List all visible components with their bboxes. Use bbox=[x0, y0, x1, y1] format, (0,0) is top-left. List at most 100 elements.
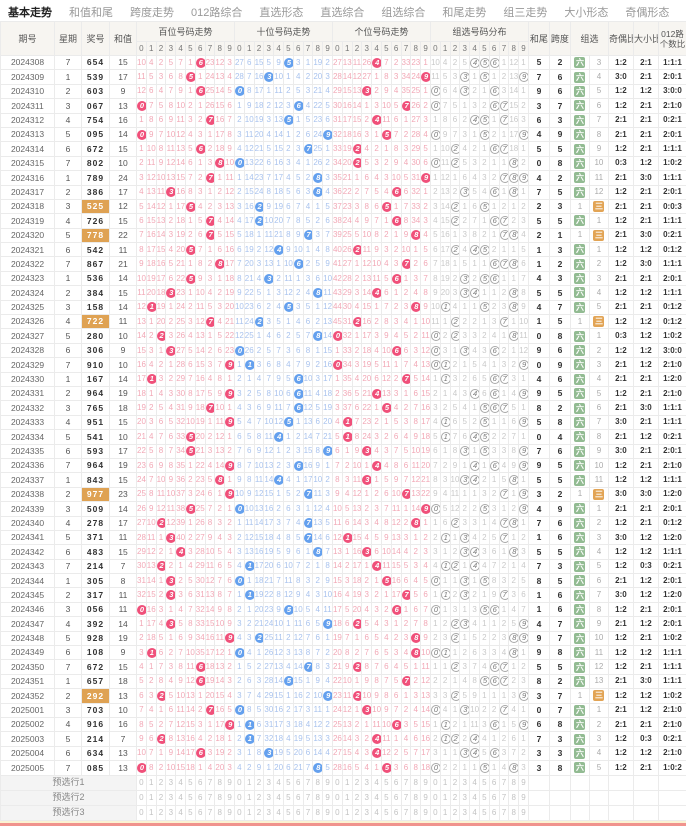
preselect-digit[interactable]: 9 bbox=[518, 774, 529, 791]
preselect-digit[interactable]: 7 bbox=[302, 804, 314, 821]
preselect-digit[interactable]: 7 bbox=[302, 789, 314, 806]
preselect-digit[interactable]: 5 bbox=[184, 774, 196, 791]
preselect-digit[interactable]: 2 bbox=[449, 789, 461, 806]
nav-tab-5[interactable]: 直选综合 bbox=[320, 6, 365, 19]
preselect-digit[interactable]: 4 bbox=[175, 804, 186, 821]
preselect-digit[interactable]: 8 bbox=[312, 789, 324, 806]
preselect-digit[interactable]: 0 bbox=[331, 789, 343, 806]
nav-tab-10[interactable]: 奇偶形态 bbox=[625, 6, 670, 19]
preselect-digit[interactable]: 9 bbox=[518, 789, 529, 806]
nav-tab-3[interactable]: 012路综合 bbox=[191, 6, 243, 19]
preselect-digit[interactable]: 1 bbox=[439, 774, 451, 791]
preselect-digit[interactable]: 0 bbox=[429, 774, 441, 791]
preselect-digit[interactable]: 2 bbox=[155, 774, 167, 791]
preselect-digit[interactable]: 4 bbox=[273, 774, 284, 791]
preselect-digit[interactable]: 2 bbox=[253, 804, 265, 821]
preselect-digit[interactable]: 4 bbox=[175, 789, 186, 806]
preselect-digit[interactable]: 8 bbox=[214, 804, 226, 821]
nav-tab-0[interactable]: 基本走势 bbox=[8, 4, 52, 21]
preselect-digit[interactable]: 5 bbox=[282, 774, 294, 791]
preselect-digit[interactable]: 8 bbox=[410, 789, 422, 806]
preselect-digit[interactable]: 6 bbox=[390, 789, 402, 806]
preselect-digit[interactable]: 4 bbox=[371, 804, 382, 821]
preselect-digit[interactable]: 6 bbox=[390, 774, 402, 791]
preselect-digit[interactable]: 6 bbox=[488, 804, 500, 821]
preselect-digit[interactable]: 7 bbox=[400, 804, 412, 821]
preselect-digit[interactable]: 5 bbox=[282, 804, 294, 821]
preselect-digit[interactable]: 1 bbox=[439, 804, 451, 821]
preselect-digit[interactable]: 2 bbox=[253, 774, 265, 791]
preselect-digit[interactable]: 3 bbox=[263, 774, 275, 791]
preselect-digit[interactable]: 3 bbox=[361, 804, 373, 821]
preselect-digit[interactable]: 4 bbox=[469, 804, 480, 821]
preselect-digit[interactable]: 4 bbox=[175, 774, 186, 791]
preselect-digit[interactable]: 8 bbox=[214, 789, 226, 806]
preselect-digit[interactable]: 1 bbox=[243, 774, 255, 791]
preselect-digit[interactable]: 1 bbox=[243, 789, 255, 806]
preselect-digit[interactable]: 6 bbox=[292, 804, 304, 821]
preselect-digit[interactable]: 2 bbox=[351, 774, 363, 791]
preselect-digit[interactable]: 4 bbox=[469, 789, 480, 806]
preselect-digit[interactable]: 0 bbox=[331, 774, 343, 791]
preselect-digit[interactable]: 0 bbox=[429, 804, 441, 821]
preselect-digit[interactable]: 7 bbox=[498, 789, 510, 806]
preselect-digit[interactable]: 1 bbox=[243, 804, 255, 821]
preselect-digit[interactable]: 7 bbox=[204, 804, 216, 821]
nav-tab-8[interactable]: 组三走势 bbox=[503, 6, 548, 19]
preselect-digit[interactable]: 3 bbox=[165, 789, 177, 806]
preselect-digit[interactable]: 8 bbox=[508, 774, 520, 791]
preselect-digit[interactable]: 1 bbox=[145, 789, 157, 806]
preselect-digit[interactable]: 3 bbox=[459, 789, 471, 806]
preselect-digit[interactable]: 7 bbox=[400, 789, 412, 806]
preselect-digit[interactable]: 6 bbox=[292, 789, 304, 806]
preselect-digit[interactable]: 1 bbox=[145, 804, 157, 821]
preselect-digit[interactable]: 9 bbox=[322, 774, 333, 791]
preselect-digit[interactable]: 4 bbox=[273, 804, 284, 821]
preselect-digit[interactable]: 2 bbox=[351, 789, 363, 806]
preselect-digit[interactable]: 3 bbox=[459, 774, 471, 791]
preselect-digit[interactable]: 5 bbox=[478, 804, 490, 821]
preselect-digit[interactable]: 2 bbox=[155, 789, 167, 806]
preselect-digit[interactable]: 7 bbox=[204, 774, 216, 791]
preselect-digit[interactable]: 3 bbox=[361, 774, 373, 791]
preselect-digit[interactable]: 8 bbox=[410, 774, 422, 791]
preselect-digit[interactable]: 3 bbox=[263, 804, 275, 821]
preselect-digit[interactable]: 4 bbox=[371, 789, 382, 806]
nav-tab-4[interactable]: 直选形态 bbox=[259, 6, 304, 19]
preselect-digit[interactable]: 6 bbox=[194, 804, 206, 821]
preselect-digit[interactable]: 8 bbox=[312, 774, 324, 791]
preselect-digit[interactable]: 3 bbox=[263, 789, 275, 806]
preselect-digit[interactable]: 5 bbox=[184, 789, 196, 806]
preselect-digit[interactable]: 9 bbox=[224, 789, 235, 806]
preselect-digit[interactable]: 6 bbox=[292, 774, 304, 791]
preselect-digit[interactable]: 0 bbox=[136, 804, 147, 821]
preselect-digit[interactable]: 6 bbox=[194, 774, 206, 791]
preselect-digit[interactable]: 6 bbox=[194, 789, 206, 806]
preselect-digit[interactable]: 9 bbox=[518, 804, 529, 821]
nav-tab-6[interactable]: 组选综合 bbox=[381, 6, 426, 19]
preselect-digit[interactable]: 5 bbox=[380, 789, 392, 806]
preselect-digit[interactable]: 8 bbox=[508, 804, 520, 821]
preselect-digit[interactable]: 9 bbox=[322, 789, 333, 806]
preselect-digit[interactable]: 5 bbox=[380, 774, 392, 791]
preselect-digit[interactable]: 0 bbox=[429, 789, 441, 806]
preselect-digit[interactable]: 0 bbox=[136, 774, 147, 791]
preselect-digit[interactable]: 5 bbox=[282, 789, 294, 806]
nav-tab-1[interactable]: 和值和尾 bbox=[69, 6, 113, 19]
preselect-digit[interactable]: 4 bbox=[371, 774, 382, 791]
preselect-digit[interactable]: 8 bbox=[508, 789, 520, 806]
preselect-digit[interactable]: 0 bbox=[136, 789, 147, 806]
preselect-digit[interactable]: 2 bbox=[155, 804, 167, 821]
preselect-digit[interactable]: 9 bbox=[224, 804, 235, 821]
preselect-digit[interactable]: 2 bbox=[449, 804, 461, 821]
preselect-digit[interactable]: 2 bbox=[351, 804, 363, 821]
preselect-digit[interactable]: 5 bbox=[380, 804, 392, 821]
preselect-digit[interactable]: 3 bbox=[165, 804, 177, 821]
preselect-digit[interactable]: 5 bbox=[478, 789, 490, 806]
preselect-digit[interactable]: 1 bbox=[341, 774, 353, 791]
preselect-digit[interactable]: 6 bbox=[390, 804, 402, 821]
preselect-digit[interactable]: 0 bbox=[233, 804, 245, 821]
nav-tab-2[interactable]: 跨度走势 bbox=[130, 6, 174, 19]
preselect-digit[interactable]: 0 bbox=[233, 774, 245, 791]
preselect-digit[interactable]: 9 bbox=[420, 804, 431, 821]
